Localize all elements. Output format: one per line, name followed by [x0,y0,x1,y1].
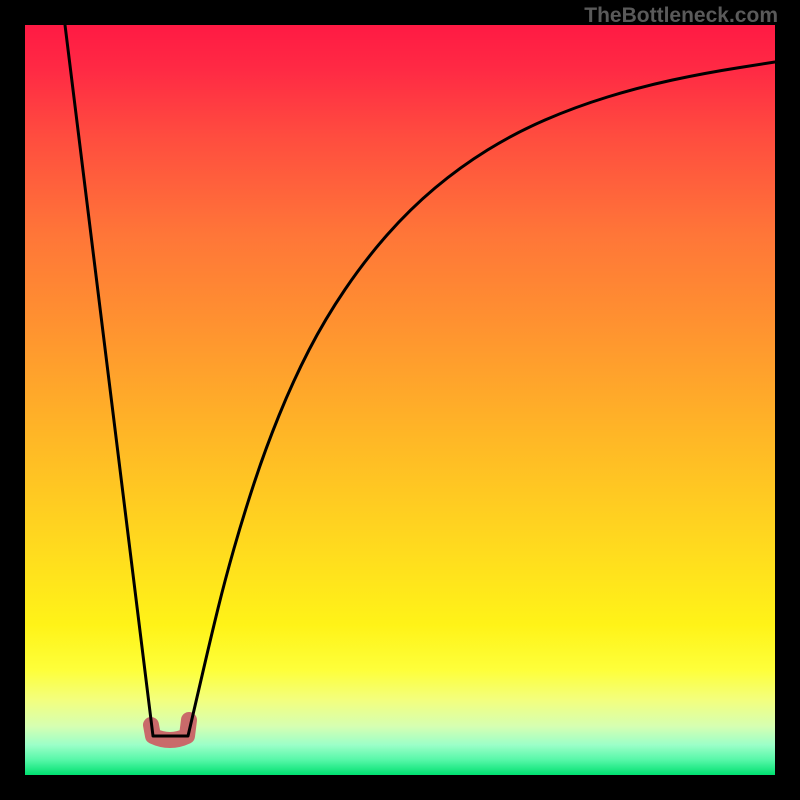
curve-layer [25,25,775,775]
plot-area [25,25,775,775]
bottleneck-curve [65,25,775,736]
watermark-text: TheBottleneck.com [584,4,778,28]
chart-container: TheBottleneck.com [0,0,800,800]
